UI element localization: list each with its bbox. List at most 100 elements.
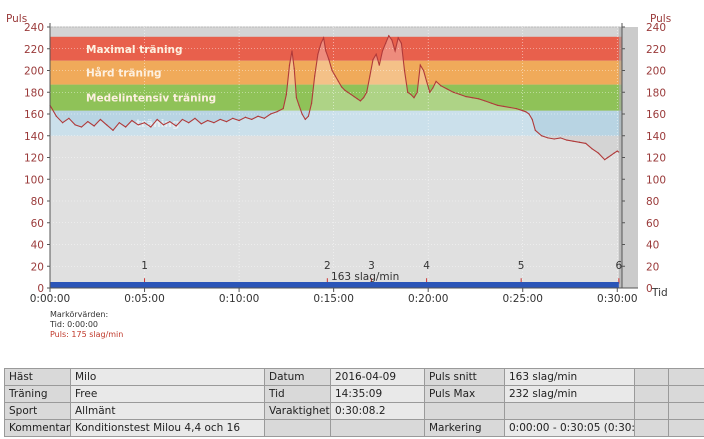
data-point — [616, 150, 618, 152]
data-point — [175, 125, 177, 127]
data-point — [200, 123, 202, 125]
data-point — [350, 93, 352, 96]
marker-label: 3 — [368, 260, 375, 272]
y-tick-label-left: 20 — [31, 261, 44, 273]
data-point — [320, 42, 322, 44]
y-tick-label-left: 100 — [24, 174, 44, 186]
info-row: Träning Free Tid 14:35:09 Puls Max 232 slag/m… — [4, 385, 704, 403]
data-point — [276, 111, 278, 113]
data-point — [503, 105, 505, 107]
data-point — [353, 96, 355, 98]
y-tick-label-right: 240 — [646, 22, 666, 34]
data-point — [385, 42, 387, 44]
data-point — [403, 69, 406, 72]
data-point — [106, 124, 108, 126]
info-value: Milo — [70, 368, 265, 386]
marker-pulse: Puls: 175 slag/min — [50, 330, 124, 339]
data-point — [340, 86, 343, 88]
data-point — [378, 64, 380, 66]
data-point — [397, 37, 399, 39]
data-point — [547, 137, 549, 139]
data-point — [325, 50, 327, 52]
data-point — [559, 137, 562, 139]
info-row: Kommentar Konditionstest Milou 4,4 och 16… — [4, 419, 704, 437]
data-point — [369, 75, 371, 77]
data-point — [356, 98, 358, 100]
y-axis-title-right: Puls — [650, 13, 671, 25]
zone-label-hidden: träning — [136, 118, 179, 130]
data-point — [301, 113, 303, 115]
x-tick-label: 0:15:00 — [313, 293, 353, 305]
data-point — [99, 118, 102, 121]
y-tick-label-right: 100 — [646, 174, 666, 186]
data-point — [394, 50, 396, 52]
marked-range-bar — [50, 282, 619, 288]
data-point — [194, 117, 196, 119]
info-value: 163 slag/min — [504, 368, 635, 386]
data-point — [337, 80, 339, 82]
data-point — [534, 129, 536, 131]
info-value: 14:35:09 — [330, 385, 425, 403]
data-point — [496, 104, 499, 106]
data-point — [446, 88, 448, 90]
data-point — [68, 117, 70, 119]
data-point — [413, 97, 415, 99]
data-point — [366, 91, 368, 93]
data-point — [118, 122, 120, 124]
zone-label: Hård träning — [86, 67, 162, 80]
y-tick-label-left: 0 — [37, 283, 44, 295]
info-value: Konditionstest Milou 4,4 och 16 — [70, 419, 265, 437]
data-point — [150, 126, 152, 128]
data-point — [137, 124, 139, 126]
marker-label: 6 — [616, 260, 623, 272]
heart-rate-chart[interactable]: Maximal träning Hård träning Medelintensiv… — [0, 0, 704, 362]
y-tick-label-left: 240 — [24, 22, 44, 34]
data-point — [419, 64, 421, 66]
info-label: Markering — [424, 419, 505, 437]
data-point — [531, 118, 533, 121]
data-point — [298, 104, 300, 106]
data-point — [344, 89, 346, 91]
data-point — [213, 122, 215, 124]
data-point — [304, 118, 306, 121]
info-label: Varaktighet — [264, 402, 331, 420]
data-point — [162, 124, 165, 126]
marker-values: Markörvärden: Tid: 0:00:00 Puls: 175 sla… — [50, 310, 123, 340]
x-tick-label: 0:25:00 — [502, 293, 542, 305]
x-tick-label: 0:10:00 — [219, 293, 259, 305]
data-point — [578, 141, 581, 143]
data-point — [362, 97, 365, 99]
data-point — [314, 75, 316, 77]
info-empty-cell — [264, 419, 331, 437]
data-point — [225, 121, 228, 123]
data-point — [515, 107, 518, 110]
data-point — [591, 148, 593, 150]
data-point — [422, 69, 425, 72]
info-empty-cell — [634, 419, 669, 437]
data-point — [407, 91, 409, 93]
y-tick-label-right: 220 — [646, 44, 666, 56]
data-point — [74, 124, 76, 126]
data-point — [391, 39, 393, 41]
y-tick-label-left: 40 — [31, 240, 44, 252]
data-point — [607, 156, 609, 159]
data-point — [80, 126, 83, 128]
marker-label: 5 — [518, 260, 525, 272]
info-empty-cell — [424, 402, 505, 420]
zone-label: Medelintensiv träning — [86, 93, 216, 105]
y-tick-label-left: 140 — [24, 131, 44, 143]
data-point — [471, 97, 473, 99]
info-empty-cell — [330, 419, 425, 437]
info-row: Häst Milo Datum 2016-04-09 Puls snitt 163 sla… — [4, 368, 704, 386]
y-tick-label-right: 20 — [646, 261, 659, 273]
data-point — [293, 67, 295, 69]
data-point — [322, 37, 325, 39]
marker-label: 4 — [423, 260, 430, 272]
y-tick-label-right: 120 — [646, 153, 666, 165]
zone-band — [50, 60, 622, 85]
data-point — [359, 100, 362, 102]
data-point — [347, 91, 349, 93]
y-tick-label-right: 200 — [646, 66, 666, 78]
data-point — [270, 113, 272, 115]
x-tick-label: 0:20:00 — [408, 293, 448, 305]
